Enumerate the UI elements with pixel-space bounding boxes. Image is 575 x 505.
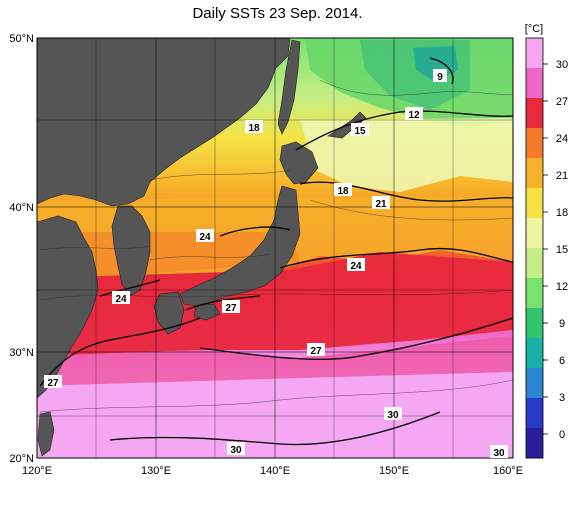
colorbar-cell — [526, 188, 543, 219]
lon-label: 160°E — [493, 465, 523, 477]
colorbar-cell — [526, 368, 543, 399]
colorbar-cell — [526, 338, 543, 369]
colorbar-tick-label: 24 — [556, 133, 568, 145]
contour-label: 27 — [222, 300, 240, 314]
lat-label: 30°N — [9, 347, 34, 359]
svg-text:18: 18 — [248, 123, 260, 134]
latitude-labels: 50°N 40°N 30°N 20°N — [9, 33, 34, 465]
svg-text:30: 30 — [493, 448, 505, 459]
svg-text:24: 24 — [350, 261, 362, 272]
colorbar-cell — [526, 428, 543, 459]
colorbar-cell — [526, 248, 543, 279]
longitude-labels: 120°E 130°E 140°E 150°E 160°E — [22, 465, 523, 477]
colorbar-cell — [526, 128, 543, 159]
taiwan — [37, 411, 55, 457]
contour-label: 18 — [245, 120, 263, 134]
colorbar-cell — [526, 98, 543, 129]
map-frame — [36, 37, 514, 459]
contour-label: 9 — [433, 69, 447, 83]
svg-text:27: 27 — [310, 346, 322, 357]
colorbar-tick-label: 0 — [559, 429, 565, 441]
colorbar-tick-label: 6 — [559, 355, 565, 367]
colorbar-tick-label: 27 — [556, 96, 568, 108]
kyushu — [153, 291, 185, 335]
svg-text:15: 15 — [354, 126, 366, 137]
thin-contours — [39, 79, 514, 413]
lon-label: 120°E — [22, 465, 52, 477]
colorbar-cell — [526, 278, 543, 309]
land-masses — [36, 37, 367, 457]
contour-label: 21 — [372, 196, 390, 210]
svg-text:30: 30 — [230, 445, 242, 456]
svg-text:30: 30 — [387, 410, 399, 421]
colorbar-tick-label: 9 — [559, 318, 565, 330]
svg-text:27: 27 — [47, 378, 59, 389]
colorbar-cell — [526, 218, 543, 249]
colorbar-cell — [526, 68, 543, 99]
colorbar-tick-label: 30 — [556, 59, 568, 71]
svg-text:24: 24 — [199, 232, 211, 243]
lon-label: 140°E — [260, 465, 290, 477]
sakhalin — [277, 39, 301, 135]
lon-label: 150°E — [379, 465, 409, 477]
hokkaido — [279, 141, 319, 185]
contour-label-group: 9 12 15 18 18 21 24 24 24 27 27 27 30 30… — [44, 69, 508, 459]
contour-label: 15 — [351, 123, 369, 137]
svg-text:9: 9 — [437, 72, 443, 83]
contour-label: 27 — [307, 343, 325, 357]
lat-label: 20°N — [9, 453, 34, 465]
contour-label: 30 — [384, 407, 402, 421]
contour-label: 27 — [44, 375, 62, 389]
lat-label: 40°N — [9, 202, 34, 214]
colorbar-tick-label: 3 — [559, 392, 565, 404]
colorbar-tick-label: 18 — [556, 207, 568, 219]
contour-label: 24 — [112, 291, 130, 305]
colorbar-tick-label: 12 — [556, 281, 568, 293]
svg-text:21: 21 — [375, 199, 387, 210]
colorbar-cell — [526, 308, 543, 339]
colorbar-cell — [526, 398, 543, 429]
colorbar-unit: [°C] — [525, 23, 543, 35]
svg-text:18: 18 — [337, 186, 349, 197]
lat-label: 50°N — [9, 33, 34, 45]
colorbar-tick-label: 15 — [556, 244, 568, 256]
colorbar-cell — [526, 158, 543, 189]
contour-label: 12 — [405, 107, 423, 121]
grid-lines — [37, 38, 513, 458]
contour-label: 30 — [227, 442, 245, 456]
svg-text:12: 12 — [408, 110, 420, 121]
colorbar-tick-label: 21 — [556, 170, 568, 182]
contour-label: 18 — [334, 183, 352, 197]
asia-mainland — [36, 37, 291, 207]
lon-label: 130°E — [141, 465, 171, 477]
colorbar-cell — [526, 38, 543, 69]
page-title: Daily SSTs 23 Sep. 2014. — [192, 5, 363, 22]
contour-label: 24 — [347, 258, 365, 272]
contour-label: 24 — [196, 229, 214, 243]
svg-text:24: 24 — [115, 294, 127, 305]
shikoku — [193, 303, 221, 321]
svg-text:27: 27 — [225, 303, 237, 314]
contour-label: 30 — [490, 445, 508, 459]
